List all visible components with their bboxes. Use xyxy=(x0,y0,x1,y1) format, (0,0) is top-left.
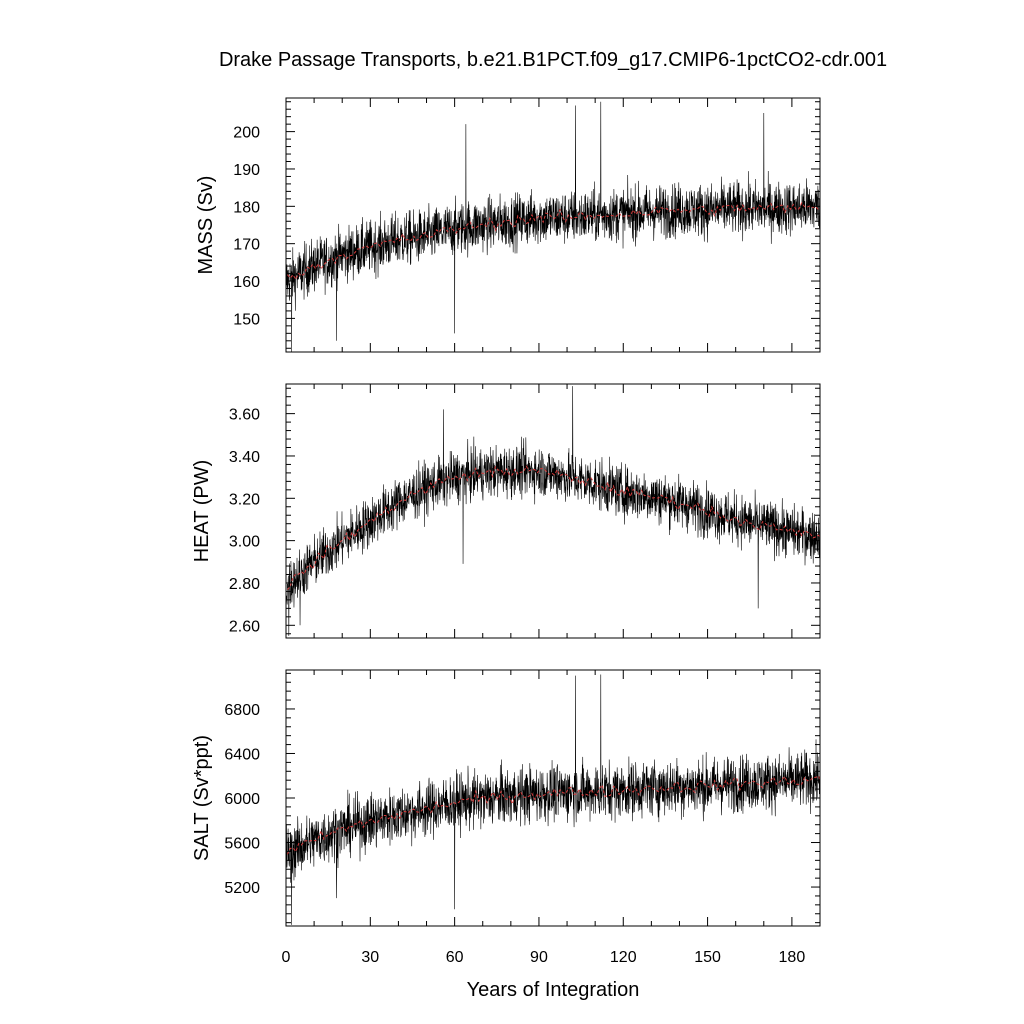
y-tick-label: 5600 xyxy=(224,836,260,853)
plot-frame xyxy=(285,97,821,353)
panels-layer: 150 160 170 180 190 200 MASS (Sv) 2.60 2.80 3.00 3… xyxy=(191,97,821,966)
annual-mean-line xyxy=(287,465,820,591)
y-tick-label: 3.40 xyxy=(229,449,260,466)
y-tick-label: 3.60 xyxy=(229,407,260,424)
x-tick-label: 90 xyxy=(530,949,548,966)
monthly-series-line xyxy=(286,101,820,352)
x-tick-label: 180 xyxy=(779,949,806,966)
y-axis-label: MASS (Sv) xyxy=(195,176,217,275)
x-tick-label: 30 xyxy=(361,949,379,966)
y-tick-label: 160 xyxy=(233,274,260,291)
panel-1: 2.60 2.80 3.00 3.20 3.40 3.60 HEAT (PW) xyxy=(191,383,821,639)
x-tick-label: 60 xyxy=(446,949,464,966)
x-tick-label: 0 xyxy=(282,949,291,966)
monthly-series-line xyxy=(286,674,820,925)
plot-frame xyxy=(285,383,821,639)
panel-0: 150 160 170 180 190 200 MASS (Sv) xyxy=(195,97,821,353)
chart-title: Drake Passage Transports, b.e21.B1PCT.f0… xyxy=(219,49,887,71)
monthly-series-line xyxy=(286,386,820,636)
y-tick-label: 2.60 xyxy=(229,618,260,635)
y-tick-label: 2.80 xyxy=(229,576,260,593)
panel-2: 5200 5600 6000 6400 6800 SALT (Sv*ppt) 0 30 60 90… xyxy=(191,669,821,966)
y-tick-label: 200 xyxy=(233,125,260,142)
y-axis-label: HEAT (PW) xyxy=(191,460,213,563)
y-tick-label: 5200 xyxy=(224,880,260,897)
y-tick-label: 6400 xyxy=(224,746,260,763)
x-axis-label: Years of Integration xyxy=(467,979,640,1001)
y-tick-label: 180 xyxy=(233,199,260,216)
y-tick-label: 3.00 xyxy=(229,534,260,551)
x-tick-label: 120 xyxy=(610,949,637,966)
y-tick-label: 3.20 xyxy=(229,491,260,508)
y-axis-label: SALT (Sv*ppt) xyxy=(191,735,213,861)
x-tick-label: 150 xyxy=(694,949,721,966)
y-tick-label: 170 xyxy=(233,237,260,254)
y-tick-label: 6000 xyxy=(224,791,260,808)
y-tick-label: 6800 xyxy=(224,702,260,719)
y-tick-label: 150 xyxy=(233,311,260,328)
y-tick-label: 190 xyxy=(233,162,260,179)
annual-mean-line xyxy=(287,201,820,281)
